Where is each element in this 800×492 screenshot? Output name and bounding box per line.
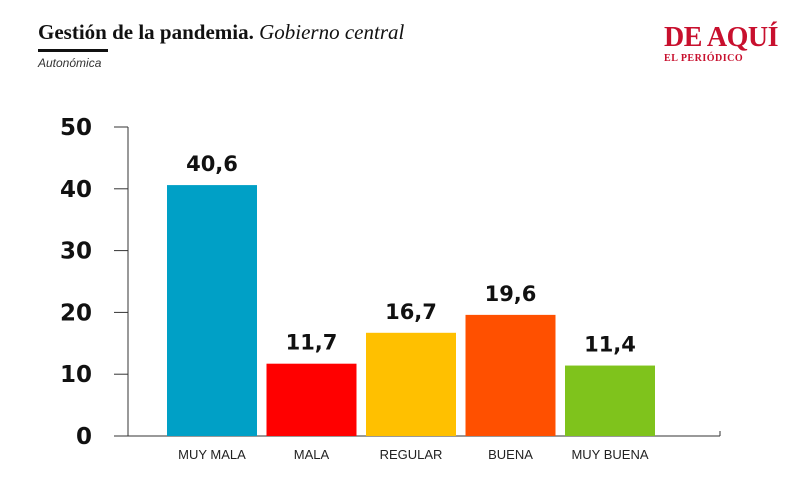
bar-3 <box>366 332 456 436</box>
brand-logo-sub: EL PERIÓDICO <box>664 53 744 64</box>
value-label-1: 40,6 <box>186 152 238 176</box>
value-label-4: 19,6 <box>485 282 537 306</box>
category-label-1: MUY MALA <box>178 447 246 462</box>
chart-title-bold: Gestión de la pandemia. <box>38 20 254 44</box>
bar-1 <box>167 185 257 436</box>
category-label-2: MALA <box>294 447 330 462</box>
y-tick-label: 40 <box>60 177 92 203</box>
chart-subtitle: Autonómica <box>38 56 102 70</box>
bar-4 <box>465 314 556 436</box>
y-tick-label: 20 <box>60 300 92 326</box>
y-tick-label: 50 <box>60 115 92 141</box>
bar-5 <box>565 365 655 436</box>
y-tick-label: 30 <box>60 239 92 265</box>
chart-header: Gestión de la pandemia. Gobierno central… <box>38 20 404 70</box>
category-label-5: MUY BUENA <box>571 447 648 462</box>
y-tick-label: 0 <box>76 424 92 450</box>
brand-logo: DE AQUÍ EL PERIÓDICO <box>664 22 778 65</box>
y-tick-label: 10 <box>60 362 92 388</box>
value-label-5: 11,4 <box>584 333 636 357</box>
category-label-4: BUENA <box>488 447 533 462</box>
value-label-2: 11,7 <box>286 331 338 355</box>
brand-logo-main: DE AQUÍ <box>664 22 778 53</box>
category-label-3: REGULAR <box>380 447 443 462</box>
value-label-3: 16,7 <box>385 300 437 324</box>
chart-title: Gestión de la pandemia. Gobierno central <box>38 20 404 45</box>
bar-2 <box>266 363 357 436</box>
chart-title-italic: Gobierno central <box>259 20 405 44</box>
title-underline <box>38 49 108 52</box>
